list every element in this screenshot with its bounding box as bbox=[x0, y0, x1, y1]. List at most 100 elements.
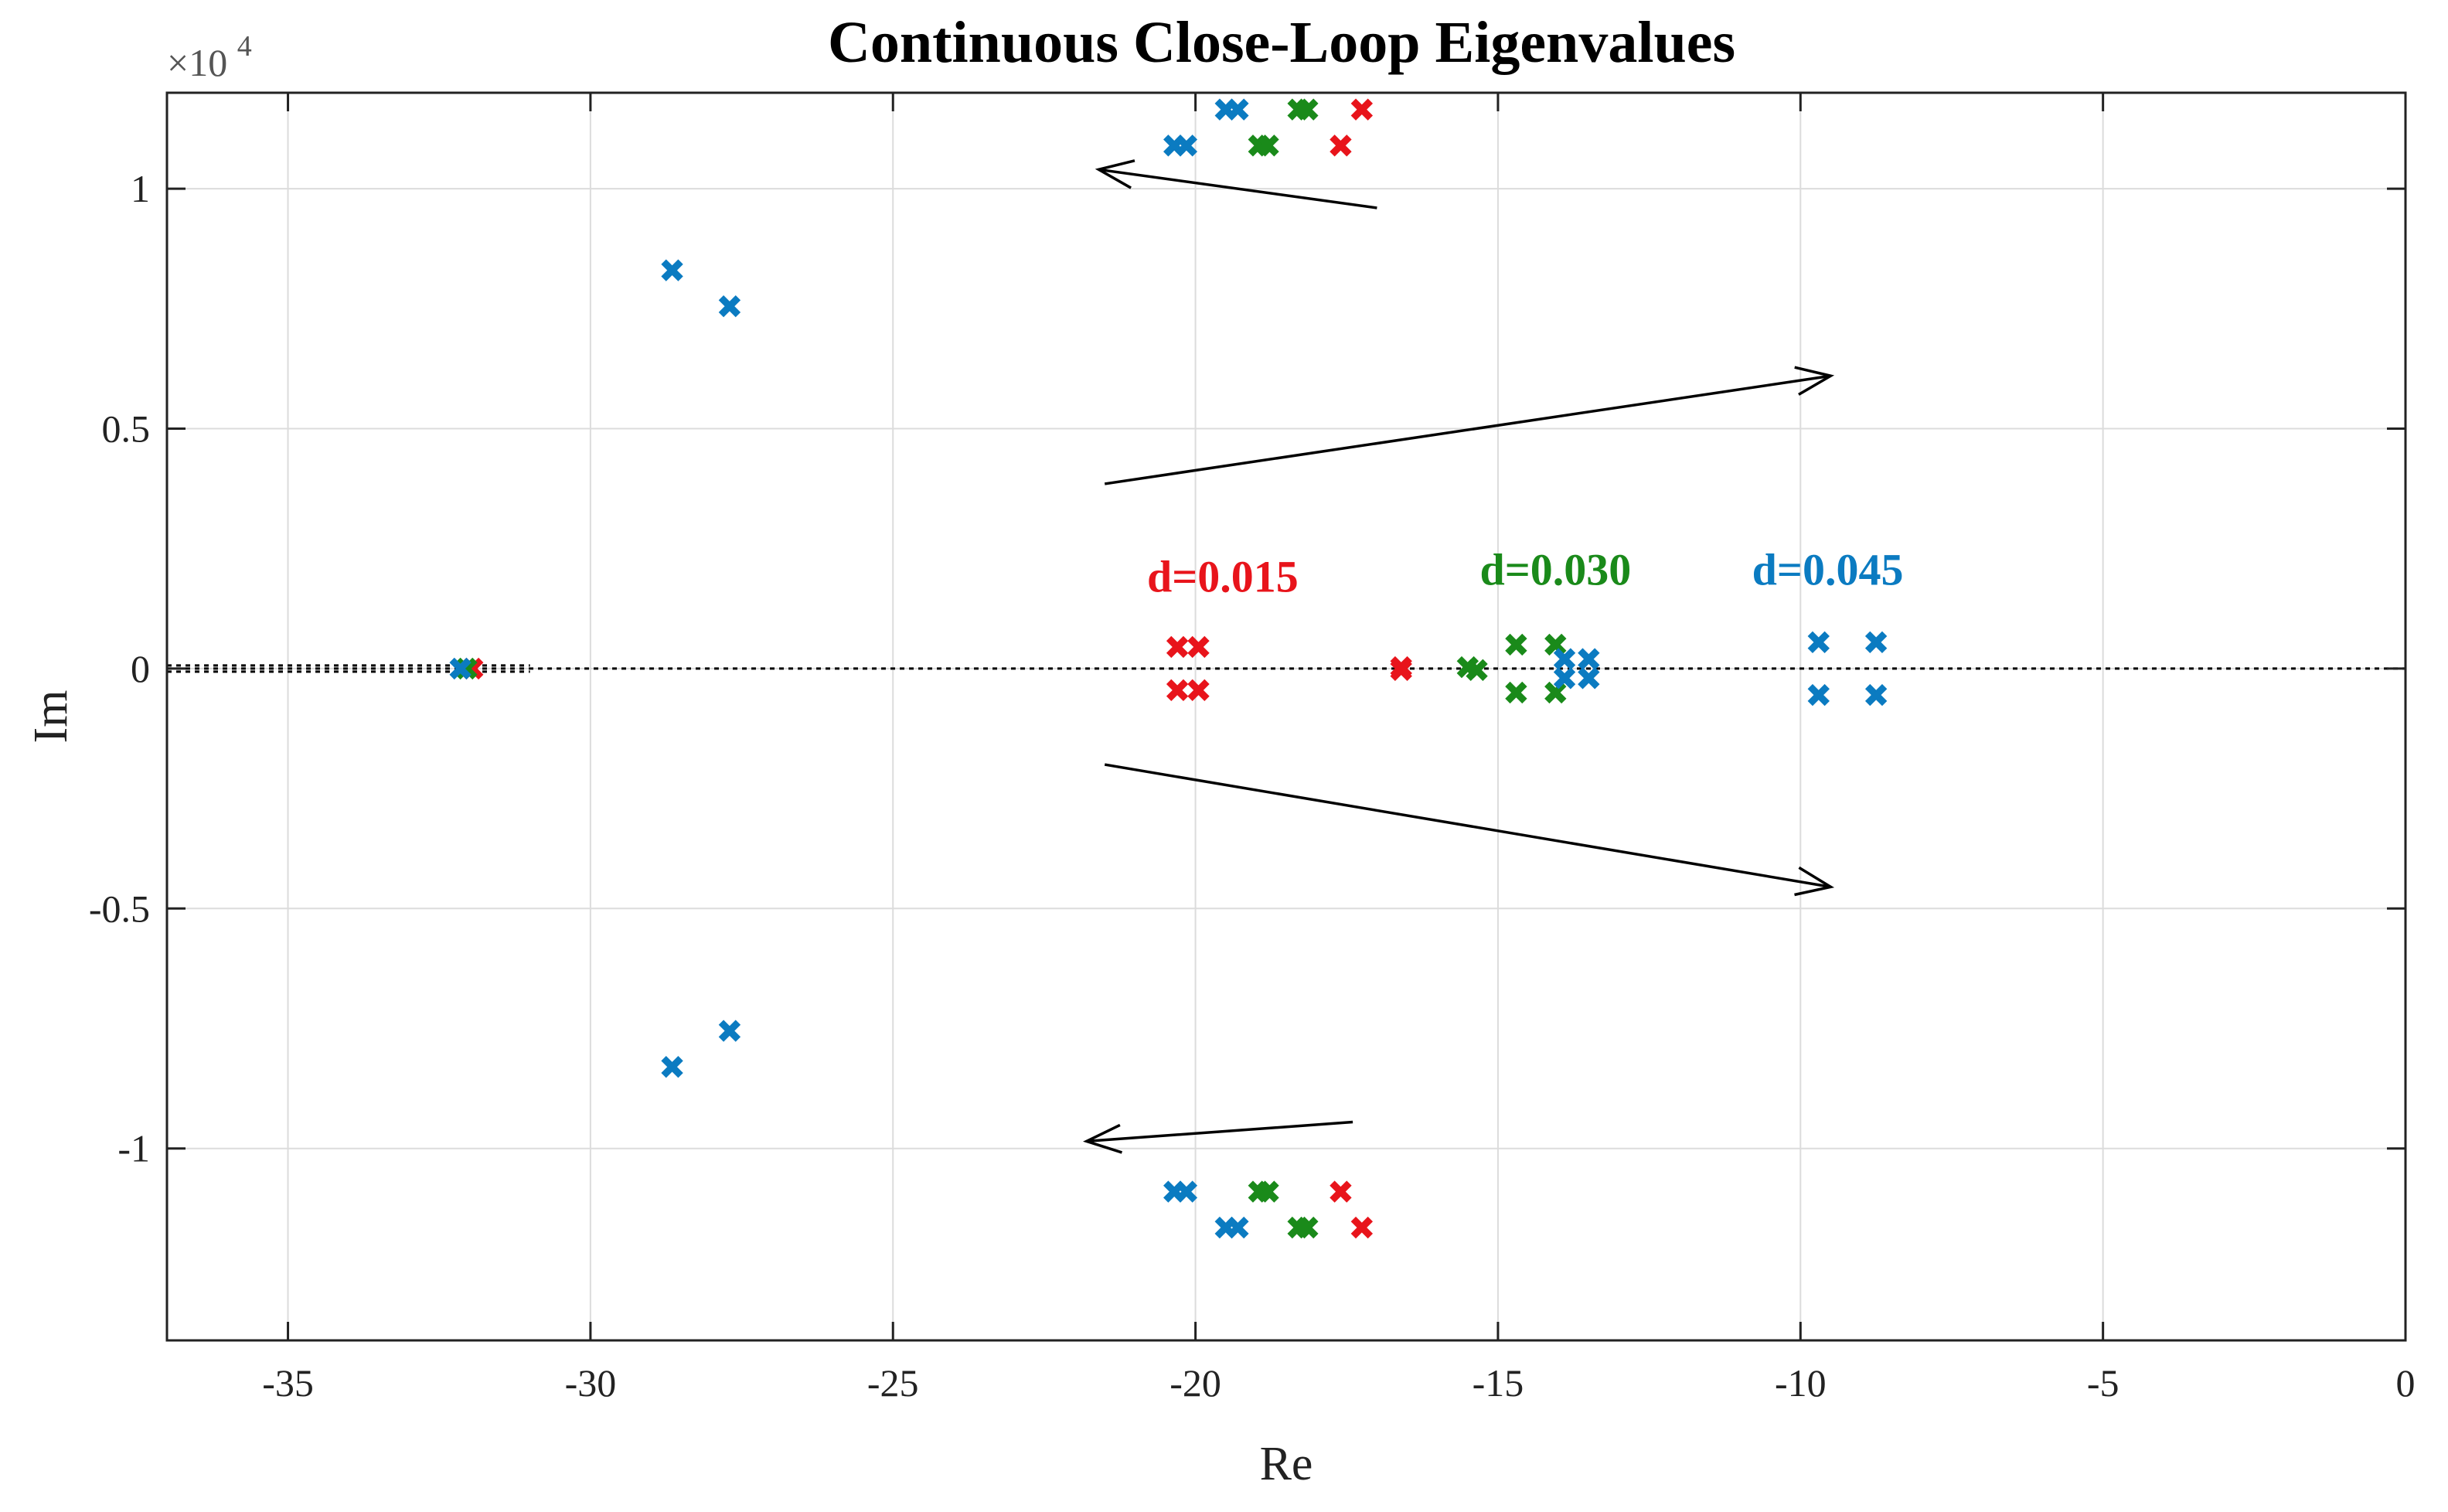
marker-stroke bbox=[1578, 667, 1600, 690]
marker-stroke bbox=[718, 1020, 741, 1042]
eigenvalue-marker bbox=[1296, 1216, 1319, 1239]
y-axis-label: Im bbox=[25, 690, 77, 744]
arrows bbox=[1083, 159, 1835, 1154]
marker-stroke bbox=[1166, 679, 1189, 702]
eigenvalue-marker bbox=[1553, 667, 1576, 690]
eigenvalue-marker bbox=[1505, 681, 1527, 704]
marker-stroke bbox=[1864, 631, 1888, 653]
eigenvalue-marker bbox=[1505, 633, 1527, 656]
eigenvalue-marker bbox=[1227, 1216, 1249, 1239]
eigenvalue-marker bbox=[1296, 98, 1319, 121]
eigenvalue-marker bbox=[1166, 635, 1189, 659]
eigenvalue-marker bbox=[1187, 635, 1210, 659]
trend-arrow bbox=[1104, 763, 1831, 889]
eigenvalue-marker bbox=[449, 657, 472, 680]
eigenvalue-marker bbox=[661, 259, 683, 281]
y-exponent-label: ×10 4 bbox=[167, 30, 252, 84]
eigenvalue-marker bbox=[1257, 135, 1279, 157]
marker-stroke bbox=[1390, 659, 1412, 681]
y-tick-label: -1 bbox=[117, 1127, 150, 1170]
markers bbox=[449, 98, 1888, 1239]
x-tick-label: -30 bbox=[565, 1361, 617, 1405]
marker-stroke bbox=[1864, 683, 1888, 707]
marker-stroke bbox=[1505, 681, 1527, 704]
marker-stroke bbox=[1544, 633, 1567, 656]
x-tick-label: -10 bbox=[1775, 1361, 1827, 1405]
marker-stroke bbox=[449, 657, 472, 680]
marker-stroke bbox=[1350, 1216, 1374, 1239]
y-exponent-base: ×10 bbox=[167, 41, 227, 84]
x-tick-label: -5 bbox=[2087, 1361, 2119, 1405]
marker-stroke bbox=[1505, 633, 1527, 656]
eigenvalue-marker bbox=[1578, 667, 1600, 690]
chart-title: Continuous Close-Loop Eigenvalues bbox=[828, 10, 1735, 75]
x-tick-label: -15 bbox=[1473, 1361, 1524, 1405]
eigenvalue-marker bbox=[1864, 631, 1888, 653]
arrowhead bbox=[1794, 366, 1835, 396]
y-tick-label: 0 bbox=[131, 647, 150, 690]
ticks: -35 -30 -25 -20 -15 -10 -5 0 -1 -0.5 0 0.5 1 bbox=[89, 93, 2416, 1405]
eigenvalue-marker bbox=[718, 295, 741, 318]
marker-stroke bbox=[1578, 648, 1600, 670]
marker-stroke bbox=[1227, 98, 1249, 121]
arrowhead bbox=[1095, 159, 1135, 189]
y-tick-label: 1 bbox=[131, 167, 150, 210]
trend-arrow bbox=[1086, 1120, 1353, 1143]
eigenvalue-marker bbox=[455, 657, 478, 680]
marker-stroke bbox=[1466, 659, 1488, 681]
eigenvalue-marker bbox=[1166, 679, 1189, 702]
x-axis-label: Re bbox=[1260, 1438, 1313, 1490]
marker-stroke bbox=[1187, 635, 1210, 659]
trend-arrow bbox=[1104, 374, 1831, 485]
y-tick-label: -0.5 bbox=[89, 887, 150, 930]
eigenvalue-marker bbox=[1553, 648, 1576, 670]
marker-stroke bbox=[1296, 1216, 1319, 1239]
marker-stroke bbox=[1296, 98, 1319, 121]
trend-arrow bbox=[1098, 168, 1377, 209]
marker-stroke bbox=[1456, 656, 1479, 679]
marker-stroke bbox=[1227, 1216, 1249, 1239]
x-tick-label: -35 bbox=[262, 1361, 314, 1405]
eigenvalue-marker bbox=[1390, 659, 1412, 681]
eigenvalue-marker bbox=[1330, 1180, 1352, 1203]
marker-stroke bbox=[1807, 683, 1830, 707]
x-tick-label: -20 bbox=[1170, 1361, 1221, 1405]
eigenvalue-marker bbox=[1544, 681, 1567, 704]
y-exponent-power: 4 bbox=[237, 30, 252, 63]
x-tick-label: -25 bbox=[867, 1361, 919, 1405]
arrowhead bbox=[1794, 866, 1835, 897]
x-tick-label: 0 bbox=[2396, 1361, 2416, 1405]
eigenvalue-marker bbox=[1175, 135, 1198, 157]
zero-line bbox=[167, 664, 2405, 673]
marker-stroke bbox=[1553, 667, 1576, 690]
marker-stroke bbox=[1330, 1180, 1352, 1203]
eigenvalue-marker bbox=[1864, 683, 1888, 707]
marker-stroke bbox=[1257, 135, 1279, 157]
marker-stroke bbox=[1187, 679, 1210, 702]
eigenvalue-marker bbox=[1466, 659, 1488, 681]
eigenvalue-marker bbox=[1578, 648, 1600, 670]
series-annotation: d=0.015 bbox=[1147, 552, 1299, 602]
eigenvalue-marker bbox=[661, 1055, 683, 1078]
plot-frame bbox=[165, 91, 2407, 1342]
marker-stroke bbox=[718, 295, 741, 318]
eigenvalue-marker bbox=[1807, 631, 1830, 653]
grid bbox=[167, 93, 2406, 1340]
eigenvalue-marker bbox=[1257, 1180, 1279, 1203]
marker-stroke bbox=[1553, 648, 1576, 670]
marker-stroke bbox=[661, 1055, 683, 1078]
y-tick-label: 0.5 bbox=[102, 407, 151, 451]
eigenvalue-marker bbox=[1330, 135, 1352, 157]
marker-stroke bbox=[1330, 135, 1352, 157]
marker-stroke bbox=[1166, 635, 1189, 659]
marker-stroke bbox=[455, 657, 478, 680]
marker-stroke bbox=[661, 259, 683, 281]
eigenvalue-marker bbox=[1544, 633, 1567, 656]
marker-stroke bbox=[1350, 98, 1374, 121]
marker-stroke bbox=[1544, 681, 1567, 704]
marker-stroke bbox=[1257, 1180, 1279, 1203]
eigenvalue-marker bbox=[1350, 98, 1374, 121]
arrowhead bbox=[1083, 1123, 1122, 1154]
eigenvalue-marker bbox=[1227, 98, 1249, 121]
